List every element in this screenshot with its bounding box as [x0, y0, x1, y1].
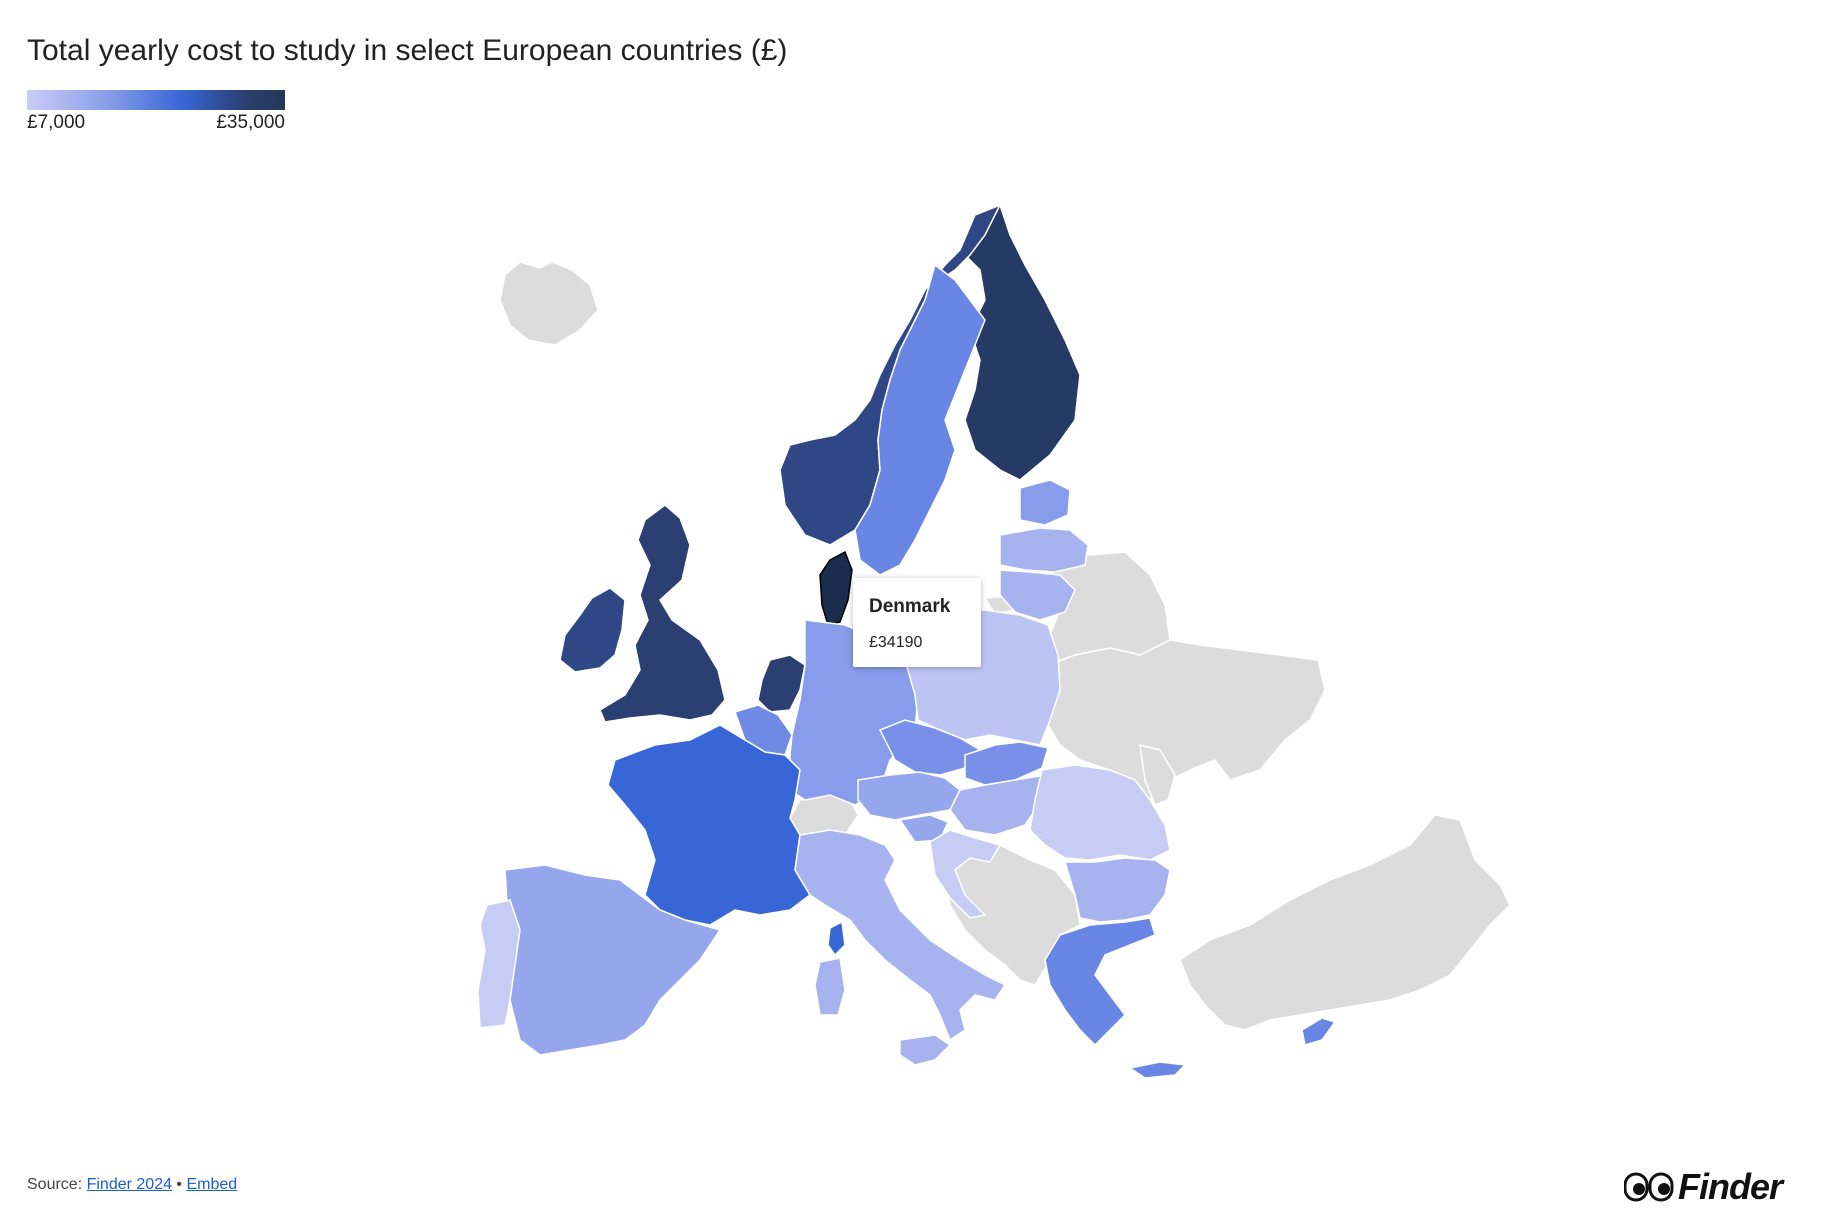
legend-min-label: £7,000	[27, 112, 86, 133]
source-line: Source: Finder 2024 • Embed	[27, 1176, 237, 1194]
country-austria[interactable]	[857, 771, 961, 821]
tooltip-value: £34190	[869, 634, 923, 651]
legend-labels: £7,000 £35,000	[27, 112, 285, 134]
country-spain[interactable]	[504, 864, 722, 1056]
finder-eyes-icon	[1624, 1172, 1674, 1202]
finder-logo[interactable]: Finder	[1624, 1166, 1783, 1208]
country-estonia[interactable]	[1019, 479, 1071, 526]
tooltip-country: Denmark	[869, 596, 951, 617]
country-ireland[interactable]	[559, 587, 626, 673]
country-sicily[interactable]	[899, 1034, 952, 1066]
source-link[interactable]: Finder 2024	[86, 1176, 172, 1193]
embed-link[interactable]: Embed	[186, 1176, 238, 1193]
no-data-regions	[499, 261, 1511, 1031]
country-bulgaria[interactable]	[1063, 857, 1171, 923]
legend-gradient-bar	[27, 90, 285, 110]
country-moldova[interactable]	[1139, 744, 1176, 806]
country-lithuania[interactable]	[999, 569, 1076, 621]
country-italy[interactable]	[794, 829, 1007, 1042]
country-sweden[interactable]	[854, 263, 986, 576]
country-denmark[interactable]	[819, 550, 853, 626]
map-tooltip: Denmark £34190	[853, 578, 981, 667]
country-sardinia[interactable]	[814, 957, 846, 1016]
logo-text: Finder	[1678, 1166, 1783, 1207]
legend-max-label: £35,000	[216, 112, 285, 133]
country-slovenia[interactable]	[898, 814, 950, 843]
country-portugal[interactable]	[477, 899, 521, 1029]
country-latvia[interactable]	[999, 527, 1089, 573]
country-croatia[interactable]	[929, 829, 1002, 919]
color-legend: £7,000 £35,000	[27, 90, 285, 134]
chart-title: Total yearly cost to study in select Eur…	[27, 34, 788, 67]
country-finland[interactable]	[959, 204, 1081, 481]
source-prefix: Source:	[27, 1176, 87, 1193]
country-corsica[interactable]	[827, 920, 846, 957]
country-ukraine[interactable]	[1039, 639, 1326, 801]
country-netherlands[interactable]	[757, 654, 806, 713]
source-separator: •	[171, 1176, 187, 1193]
country-iceland[interactable]	[499, 261, 599, 346]
country-turkey[interactable]	[1179, 814, 1511, 1031]
country-greece[interactable]	[1044, 917, 1156, 1047]
country-uk[interactable]	[599, 504, 726, 723]
country-slovakia[interactable]	[964, 741, 1049, 786]
country-cyprus[interactable]	[1301, 1017, 1337, 1046]
country-crete[interactable]	[1128, 1061, 1187, 1079]
